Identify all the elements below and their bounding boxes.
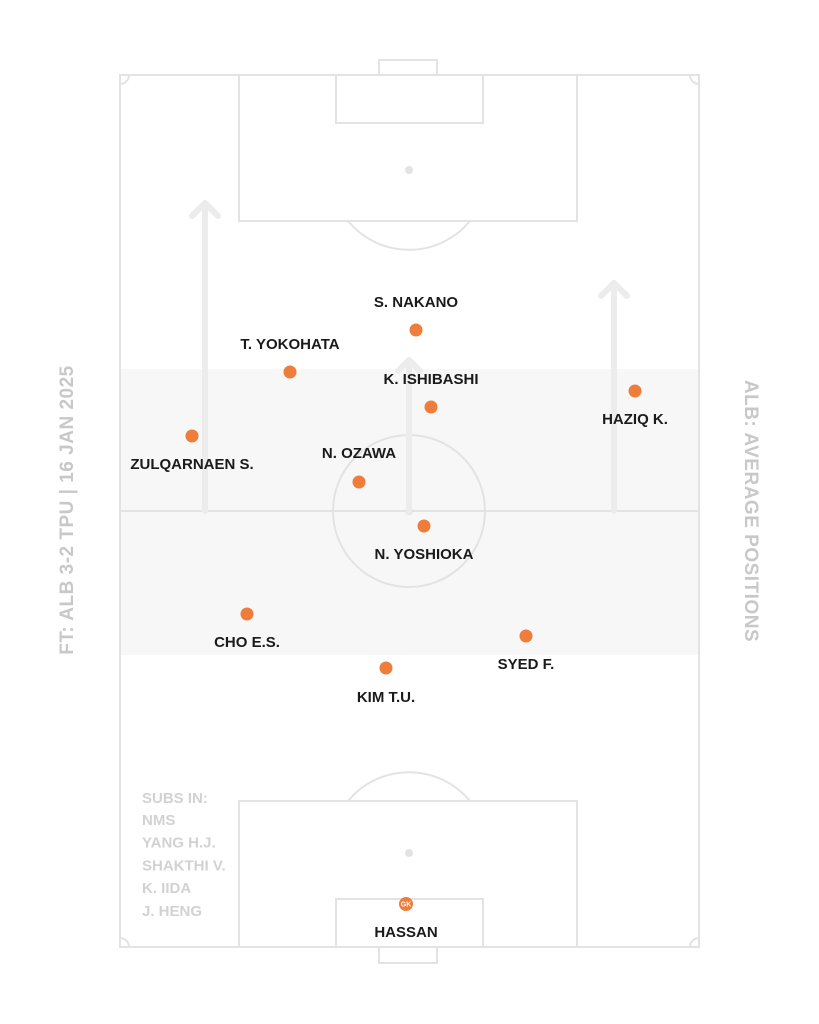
player-name: CHO E.S. — [214, 634, 280, 651]
player-name: ZULQARNAEN S. — [130, 456, 253, 473]
pitch-lines — [119, 59, 700, 964]
player-dot — [185, 429, 199, 443]
sub-name: YANG H.J. — [142, 835, 216, 852]
player-name: HASSAN — [374, 924, 437, 941]
player-dot — [424, 400, 438, 414]
player-dot — [399, 897, 413, 911]
player-dot — [352, 475, 366, 489]
subs-heading: SUBS IN: — [142, 790, 208, 807]
attack-arrows — [189, 200, 630, 514]
sub-name: NMS — [142, 812, 175, 829]
sub-name: K. IIDA — [142, 880, 191, 897]
player-dot — [409, 323, 423, 337]
player-dot — [417, 519, 431, 533]
player-name: KIM T.U. — [357, 689, 415, 706]
player-dot — [628, 384, 642, 398]
sub-name: SHAKTHI V. — [142, 857, 226, 874]
player-name: SYED F. — [498, 656, 555, 673]
zone-band — [120, 511, 699, 655]
subs-list: SUBS IN: NMS YANG H.J. SHAKTHI V. K. IIDA J. … — [142, 790, 226, 920]
player-name: K. ISHIBASHI — [383, 371, 478, 388]
sub-name: J. HENG — [142, 903, 202, 920]
player-badge: GK — [401, 901, 412, 908]
player-name: N. OZAWA — [322, 445, 396, 462]
title: ALB: AVERAGE POSITIONS — [740, 380, 761, 642]
players: S. NAKANO T. YOKOHATA K. ISHIBASHI HAZIQ K.… — [130, 294, 668, 941]
player-dot — [240, 607, 254, 621]
player-name: S. NAKANO — [374, 294, 459, 311]
player-name: T. YOKOHATA — [240, 336, 339, 353]
subtitle: FT: ALB 3-2 TPU | 16 JAN 2025 — [57, 365, 78, 654]
player-name: HAZIQ K. — [602, 411, 668, 428]
player-dot — [519, 629, 533, 643]
player-name: N. YOSHIOKA — [375, 546, 474, 563]
player-dot — [379, 661, 393, 675]
player-dot — [283, 365, 297, 379]
